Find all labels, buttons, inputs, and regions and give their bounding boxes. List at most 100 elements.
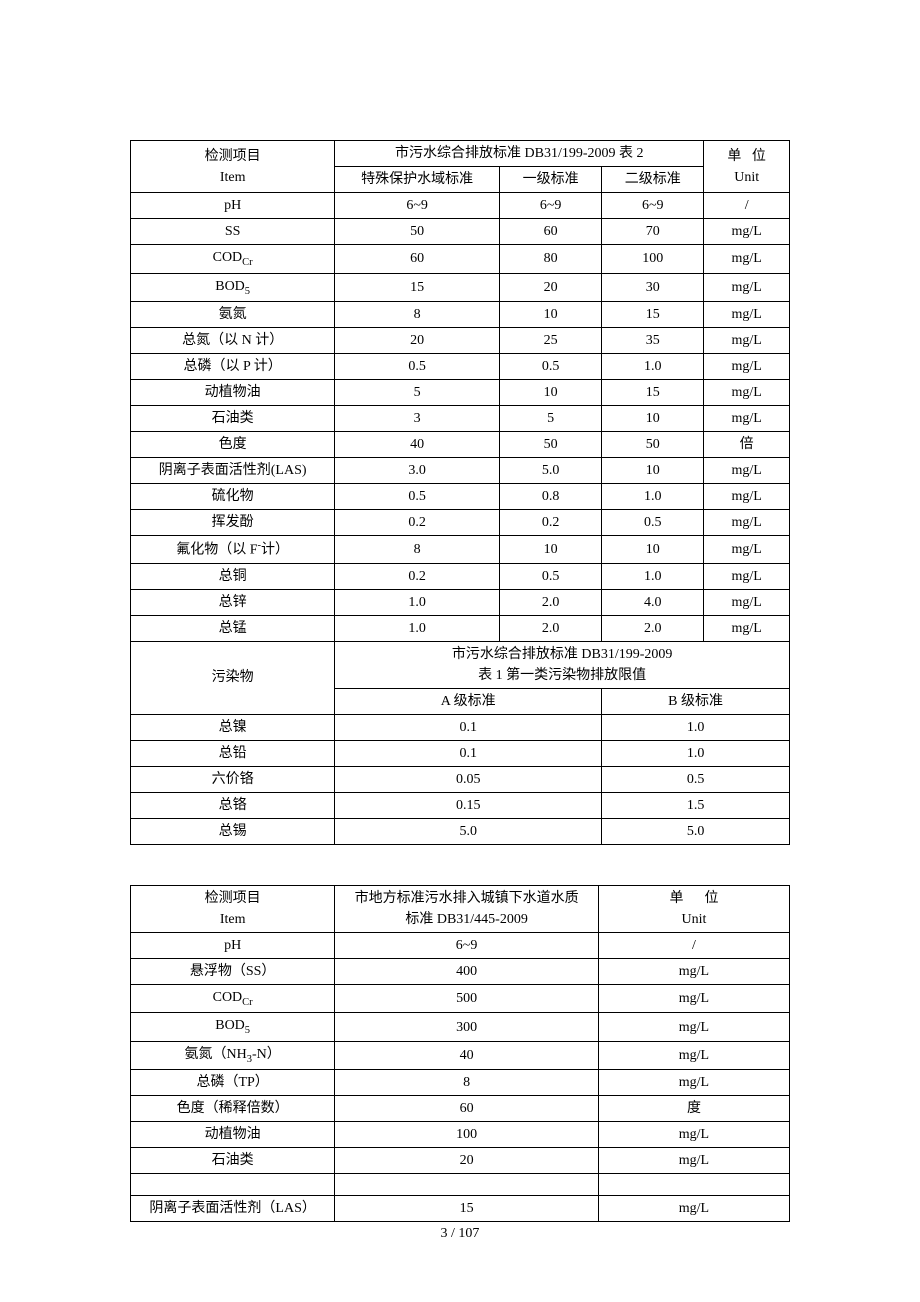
value-cell: 8 <box>335 1070 599 1096</box>
table-row: 总锰1.02.02.0mg/L <box>131 615 790 641</box>
value-cell: 6~9 <box>335 932 599 958</box>
unit-cell: mg/L <box>598 1013 789 1042</box>
item-cell: 硫化物 <box>131 484 335 510</box>
item-cell: 氨氮（NH3-N） <box>131 1041 335 1070</box>
unit-cell: mg/L <box>704 458 790 484</box>
value-cell: 35 <box>602 328 704 354</box>
value-cell: 0.5 <box>500 563 602 589</box>
value-cell: 6~9 <box>500 193 602 219</box>
t2-last-item: 阴离子表面活性剂（LAS） <box>131 1196 335 1222</box>
value-cell: 15 <box>335 273 500 302</box>
t2-header-item-l1: 检测项目 <box>205 891 261 906</box>
item-cell: 悬浮物（SS） <box>131 958 335 984</box>
item-cell: 总铬 <box>131 792 335 818</box>
value-cell: 30 <box>602 273 704 302</box>
value-cell: 0.8 <box>500 484 602 510</box>
value-cell: 25 <box>500 328 602 354</box>
value-cell: 8 <box>335 302 500 328</box>
item-cell: 总氮（以 N 计） <box>131 328 335 354</box>
table-row: 悬浮物（SS）400mg/L <box>131 958 790 984</box>
table-row: 硫化物0.50.81.0mg/L <box>131 484 790 510</box>
value-cell: 5.0 <box>500 458 602 484</box>
table-row: 六价铬0.050.5 <box>131 766 790 792</box>
table-row: pH6~96~96~9/ <box>131 193 790 219</box>
item-cell: 总锡 <box>131 818 335 844</box>
item-cell: 总铜 <box>131 563 335 589</box>
value-cell: 2.0 <box>602 615 704 641</box>
header-unit-l2: Unit <box>734 170 759 185</box>
header-item-l2: Item <box>220 170 246 185</box>
item-cell: 挥发酚 <box>131 510 335 536</box>
item-cell: pH <box>131 932 335 958</box>
table-row: 总磷（以 P 计）0.50.51.0mg/L <box>131 354 790 380</box>
t2-header-unit: 单 位 Unit <box>598 885 789 932</box>
t2-header-unit-l1a: 单 <box>669 891 683 906</box>
table2-last-row: 阴离子表面活性剂（LAS） 15 mg/L <box>131 1196 790 1222</box>
page-footer: 3 / 107 <box>130 1226 790 1242</box>
item-cell: 总铅 <box>131 740 335 766</box>
unit-cell: mg/L <box>704 380 790 406</box>
unit-cell: / <box>704 193 790 219</box>
item-cell: BOD5 <box>131 273 335 302</box>
t2-header-item: 检测项目 Item <box>131 885 335 932</box>
unit-cell: mg/L <box>598 1122 789 1148</box>
header-item-l1: 检测项目 <box>205 149 261 164</box>
value-cell: 1.0 <box>602 484 704 510</box>
value-cell: 60 <box>335 245 500 274</box>
table-row: BOD5300mg/L <box>131 1013 790 1042</box>
table-row: 氟化物（以 F-计）81010mg/L <box>131 536 790 564</box>
item-cell: 阴离子表面活性剂(LAS) <box>131 458 335 484</box>
table2-blank-row <box>131 1174 790 1196</box>
value-cell: 10 <box>602 406 704 432</box>
value-cell: 0.5 <box>335 354 500 380</box>
value-cell: 40 <box>335 1041 599 1070</box>
table-row: 总铅0.11.0 <box>131 740 790 766</box>
value-cell: 10 <box>500 302 602 328</box>
table-row: SS506070mg/L <box>131 219 790 245</box>
unit-cell: 度 <box>598 1096 789 1122</box>
t2-header-unit-l1b: 位 <box>704 891 718 906</box>
table-row: CODCr500mg/L <box>131 984 790 1013</box>
value-cell: 5 <box>335 380 500 406</box>
item-cell: 总镍 <box>131 714 335 740</box>
table-row: 色度405050倍 <box>131 432 790 458</box>
value-cell: 0.5 <box>500 354 602 380</box>
t2-header-unit-l2: Unit <box>681 912 706 927</box>
value-cell: 0.5 <box>602 510 704 536</box>
table2-header-row: 检测项目 Item 市地方标准污水排入城镇下水道水质 标准 DB31/445-2… <box>131 885 790 932</box>
unit-cell: mg/L <box>598 1070 789 1096</box>
unit-cell: mg/L <box>704 245 790 274</box>
value-cell: 1.0 <box>602 563 704 589</box>
value-cell-b: 0.5 <box>602 766 790 792</box>
item-cell: 氨氮 <box>131 302 335 328</box>
unit-cell: mg/L <box>704 484 790 510</box>
value-cell: 6~9 <box>602 193 704 219</box>
value-cell: 2.0 <box>500 615 602 641</box>
value-cell: 10 <box>500 536 602 564</box>
value-cell: 60 <box>500 219 602 245</box>
value-cell: 1.0 <box>335 615 500 641</box>
blank-cell <box>131 1174 335 1196</box>
section2-header-row: 污染物 市污水综合排放标准 DB31/199-2009 表 1 第一类污染物排放… <box>131 641 790 688</box>
item-cell: CODCr <box>131 984 335 1013</box>
unit-cell: mg/L <box>704 589 790 615</box>
table-row: 动植物油100mg/L <box>131 1122 790 1148</box>
table-row: 总镍0.11.0 <box>131 714 790 740</box>
table-row: 挥发酚0.20.20.5mg/L <box>131 510 790 536</box>
value-cell: 1.0 <box>335 589 500 615</box>
table-row: 总铜0.20.51.0mg/L <box>131 563 790 589</box>
header-unit: 单 位 Unit <box>704 141 790 193</box>
t2-header-std-l1: 市地方标准污水排入城镇下水道水质 <box>355 891 579 906</box>
standards-table-1: 检测项目 Item 市污水综合排放标准 DB31/199-2009 表 2 单 … <box>130 140 790 845</box>
unit-cell: mg/L <box>704 510 790 536</box>
item-cell: 色度（稀释倍数） <box>131 1096 335 1122</box>
table-row: 总锡5.05.0 <box>131 818 790 844</box>
section2-col-a: A 级标准 <box>335 688 602 714</box>
value-cell-a: 0.1 <box>335 714 602 740</box>
item-cell: 动植物油 <box>131 1122 335 1148</box>
value-cell: 15 <box>602 380 704 406</box>
table-row: 色度（稀释倍数）60度 <box>131 1096 790 1122</box>
item-cell: 石油类 <box>131 406 335 432</box>
value-cell-b: 1.5 <box>602 792 790 818</box>
table-row: 氨氮（NH3-N）40mg/L <box>131 1041 790 1070</box>
